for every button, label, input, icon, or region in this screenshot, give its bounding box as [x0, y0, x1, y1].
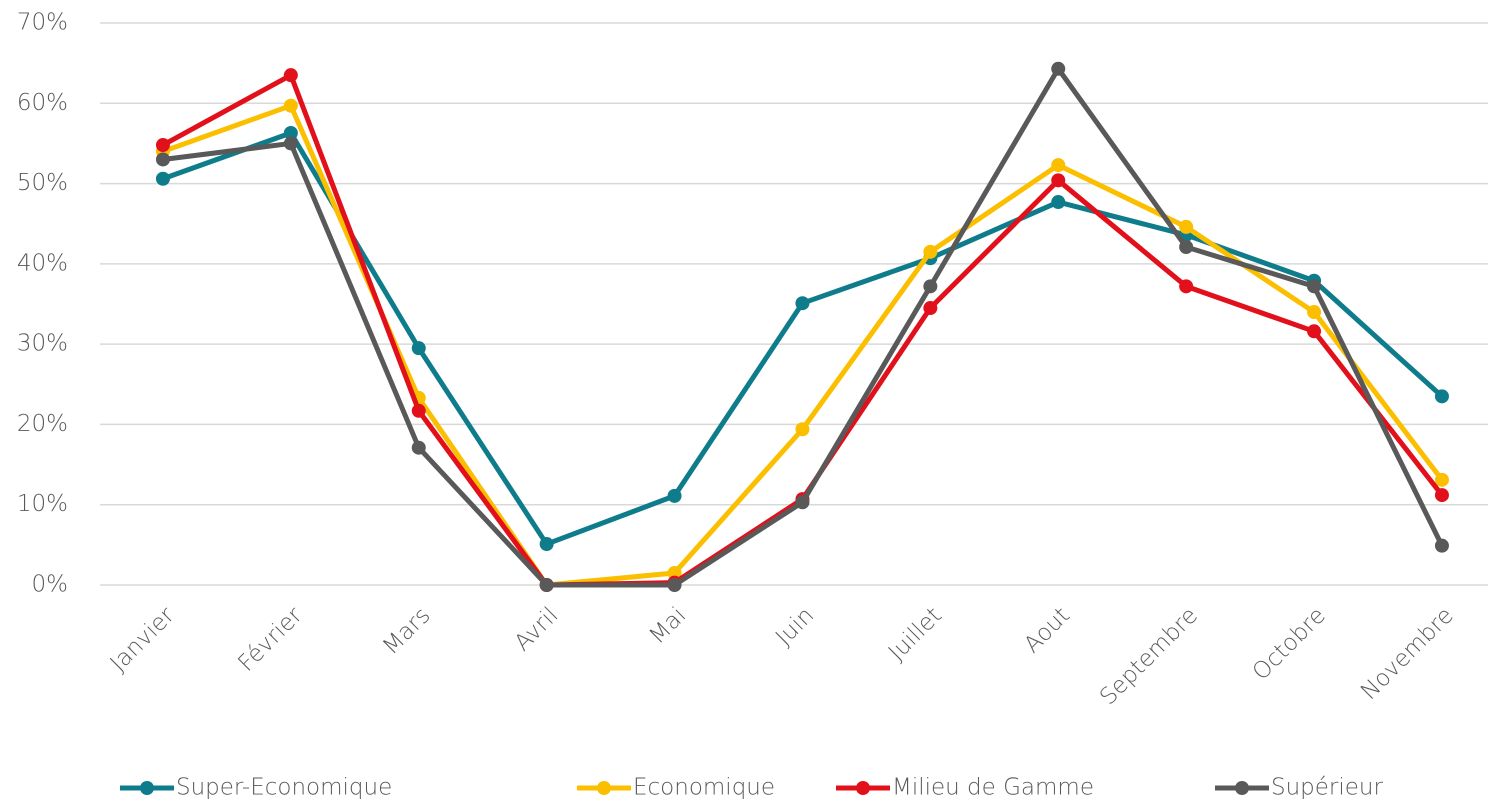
- point: [283, 136, 298, 151]
- point: [923, 301, 938, 316]
- x-tick-label: Octobre: [1248, 602, 1331, 685]
- legend-label: Economique: [633, 775, 775, 801]
- point: [155, 138, 170, 153]
- legend-marker: [1235, 781, 1249, 795]
- x-tick-label: Juillet: [884, 602, 947, 665]
- y-tick-label: 40%: [17, 250, 68, 276]
- x-tick-label: Mars: [378, 602, 436, 660]
- point: [1307, 324, 1322, 339]
- point: [1179, 219, 1194, 234]
- point: [1051, 61, 1066, 76]
- x-tick-label: Avril: [510, 602, 564, 656]
- y-tick-label: 50%: [17, 170, 68, 196]
- point: [795, 296, 810, 311]
- point: [155, 152, 170, 167]
- x-tick-label: Janvier: [105, 602, 180, 677]
- point: [1434, 389, 1449, 404]
- series-line: [162, 130, 1444, 547]
- point: [795, 495, 810, 510]
- point: [795, 422, 810, 437]
- point: [1051, 173, 1066, 188]
- point: [667, 488, 682, 503]
- legend-label: Super-Economique: [176, 775, 392, 801]
- y-tick-label: 70%: [17, 10, 68, 36]
- x-tick-label: Février: [233, 602, 308, 677]
- x-tick-label: Novembre: [1356, 602, 1459, 705]
- point: [923, 244, 938, 259]
- point: [539, 537, 554, 552]
- point: [411, 341, 426, 356]
- x-tick-label: Aout: [1019, 602, 1075, 658]
- point: [1307, 279, 1322, 294]
- point: [1051, 195, 1066, 210]
- y-tick-label: 30%: [17, 331, 68, 357]
- point: [1179, 239, 1194, 254]
- point: [667, 565, 682, 580]
- x-tick-label: Mai: [644, 602, 691, 649]
- point: [283, 68, 298, 83]
- point: [155, 171, 170, 186]
- point: [1434, 538, 1449, 553]
- y-tick-label: 10%: [17, 491, 68, 517]
- point: [667, 578, 682, 592]
- point: [539, 578, 554, 592]
- point: [923, 279, 938, 294]
- point: [1179, 279, 1194, 294]
- point: [411, 440, 426, 455]
- legend-label: Supérieur: [1271, 775, 1384, 801]
- point: [1434, 488, 1449, 503]
- point: [1307, 305, 1322, 320]
- legend-marker: [140, 781, 154, 795]
- point: [411, 403, 426, 418]
- y-tick-label: 0%: [32, 572, 69, 598]
- legend-marker: [856, 781, 870, 795]
- point: [283, 98, 298, 113]
- series-line: [162, 103, 1444, 588]
- y-tick-label: 60%: [17, 90, 68, 116]
- legend-marker: [597, 781, 611, 795]
- y-tick-label: 20%: [17, 411, 68, 437]
- x-tick-label: Juin: [771, 602, 819, 650]
- legend-label: Milieu de Gamme: [892, 775, 1094, 801]
- x-tick-label: Septembre: [1095, 602, 1203, 710]
- point: [283, 125, 298, 140]
- point: [1051, 158, 1066, 173]
- point: [1434, 472, 1449, 487]
